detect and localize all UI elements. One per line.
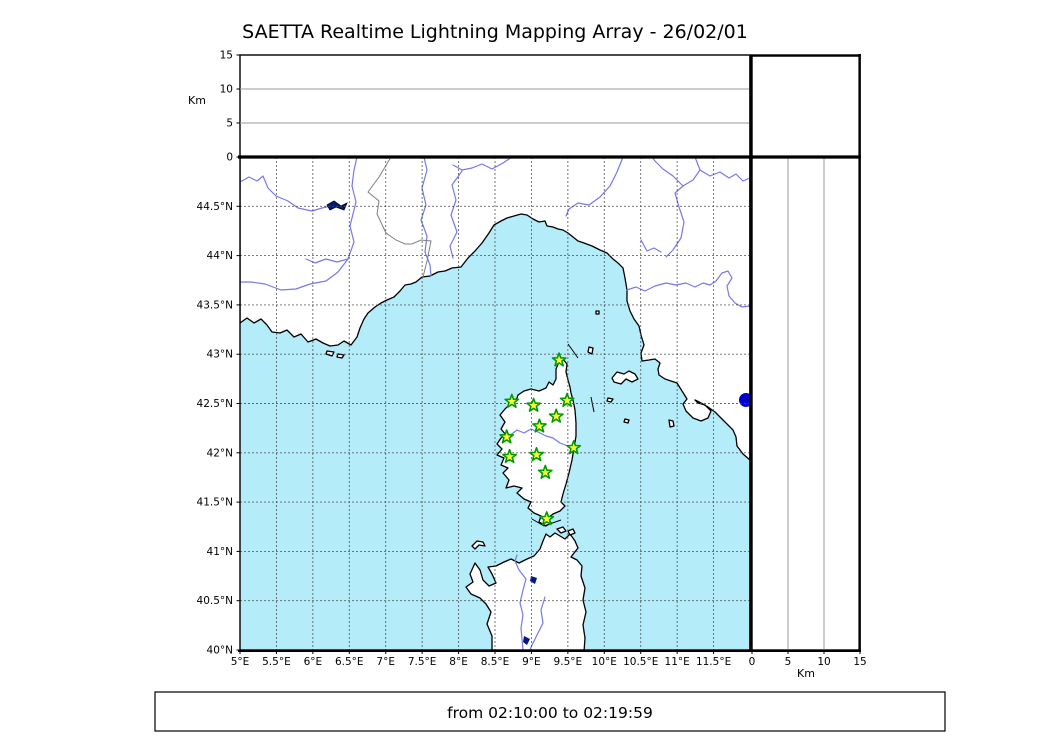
lon-tick-label: 9°E [522,656,541,668]
maddalena-island-2 [567,528,576,536]
figure-title: SAETTA Realtime Lightning Mapping Array … [242,21,748,43]
rivers [240,157,750,650]
capraia-island [587,346,594,355]
station-marker [504,393,520,409]
mainland-coastline [240,157,750,461]
station-marker [566,440,582,455]
country-border [367,157,432,278]
maddalena-island [556,526,567,534]
lon-tick-label: 10.5°E [623,656,658,668]
lon-tick-label: 8°E [449,656,468,668]
top-km-tick-label: 15 [220,50,233,62]
top-panel-frame [239,54,751,158]
right-panel-frame [750,156,861,651]
lon-tick-label: 7.5°E [408,656,437,668]
station-markers [499,352,582,526]
time-range-frame [154,691,946,732]
station-marker [502,448,518,464]
hyeres-island [325,350,335,357]
lon-tick-label: 11°E [665,656,690,668]
station-marker [526,397,542,412]
station-marker [531,418,547,433]
top-km-tick-label: 0 [226,152,233,164]
lat-tick-label: 42.5°N [197,398,233,410]
gorgona-island [595,310,600,315]
pianosa-island [606,397,614,403]
hyeres-island-2 [336,353,345,359]
top-altitude-panel: 0 5 10 15 Km [188,50,751,164]
lon-tick-label: 5°E [231,656,250,668]
lon-tick-label: 10°E [592,656,617,668]
coastline-segments [531,343,595,527]
map-panel [239,156,751,651]
top-panel-axis-label: Km [188,94,206,107]
lon-tick-label: 6.5°E [335,656,364,668]
map-gridlines [240,157,750,650]
right-km-tick-label: 0 [749,656,756,668]
lat-tick-label: 40°N [207,645,233,657]
top-km-tick-label: 5 [226,118,233,130]
thick-borders [238,54,861,652]
lake-sardinia-2 [523,636,530,645]
latitude-axis: 44.5°N 44°N 43.5°N 43°N 42.5°N 42°N 41.5°N 41°N… [197,201,240,657]
lon-tick-label: 11.5°E [696,656,731,668]
lat-tick-label: 42°N [207,447,233,459]
time-range-box: from 02:10:00 to 02:19:59 [154,691,946,732]
corner-box [750,54,861,158]
top-km-tick-label: 10 [220,84,233,96]
lat-tick-label: 40.5°N [197,595,233,607]
lat-tick-label: 43°N [207,349,233,361]
lat-tick-label: 41°N [207,546,233,558]
longitude-axis: 5°E 5.5°E 6°E 6.5°E 7°E 7.5°E 8°E 8.5°E 9°E 9.5°E… [231,650,731,668]
station-marker [499,429,515,444]
station-marker [539,511,555,526]
giglio-island [668,419,675,428]
top-panel-tick-labels: 0 5 10 15 [220,50,240,164]
right-panel-tick-labels: 0 5 10 15 [749,650,867,668]
right-km-tick-label: 15 [853,656,866,668]
right-altitude-panel: 0 5 10 15 Km [749,156,867,680]
station-marker [537,464,553,480]
time-range-text: from 02:10:00 to 02:19:59 [447,704,653,722]
lon-tick-label: 6°E [304,656,323,668]
lat-tick-label: 41.5°N [197,497,233,509]
lon-tick-label: 5.5°E [262,656,291,668]
station-marker [548,408,564,423]
station-marker [559,392,575,408]
sardinia-coastline [465,532,587,650]
lat-tick-label: 43.5°N [197,299,233,311]
lat-tick-label: 44°N [207,250,233,262]
lat-tick-label: 44.5°N [197,201,233,213]
lon-tick-label: 9.5°E [554,656,583,668]
lon-tick-label: 8.5°E [481,656,510,668]
right-panel-gridlines [787,157,825,650]
station-marker [529,446,545,462]
right-km-tick-label: 10 [817,656,830,668]
elba-island [611,370,639,385]
montecristo-island [623,418,630,424]
top-panel-gridlines [240,88,750,124]
lon-tick-label: 7°E [376,656,395,668]
station-marker [551,352,567,367]
right-panel-axis-label: Km [797,667,815,680]
right-km-tick-label: 5 [785,656,792,668]
asinara-island [471,540,486,550]
